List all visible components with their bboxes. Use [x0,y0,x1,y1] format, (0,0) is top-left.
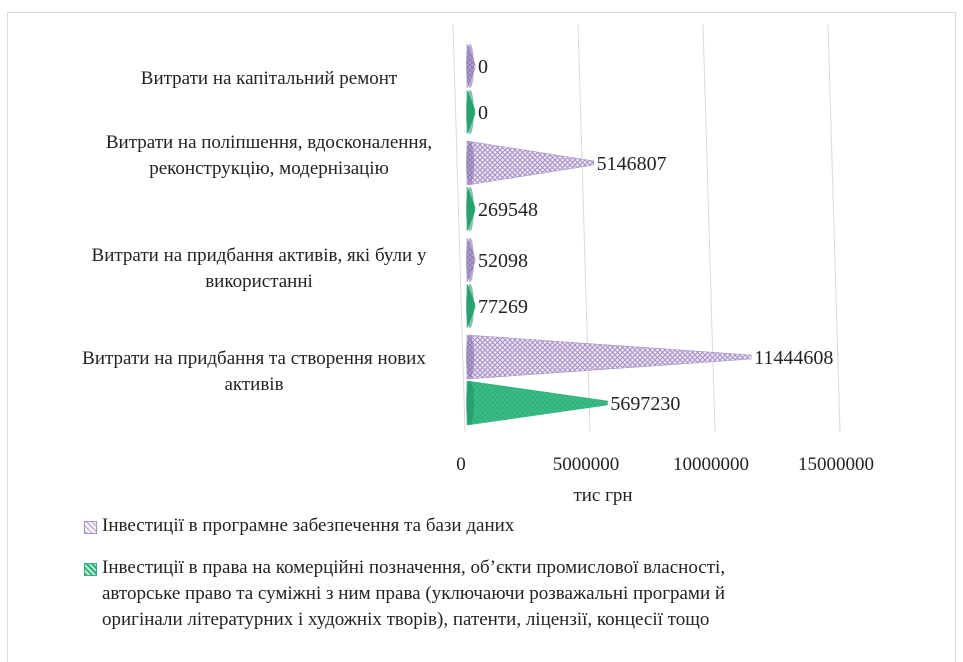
x-tick-label: 5000000 [553,454,620,475]
bar-software [466,140,594,186]
legend-label-software: Інвестиції в програмне забезпечення та б… [102,515,515,536]
data-label: 77269 [478,296,528,318]
bar-base [466,141,474,185]
value-labels: 0 0 5146807 269548 52098 77269 11444608 5697230 [478,56,833,415]
category-label: Витрати на придбання та створення нових … [82,348,426,395]
bar-software [466,334,752,380]
category-label: Витрати на поліпшення, вдосконалення, ре… [105,132,433,179]
x-axis-title: тис грн [573,485,632,506]
x-tick-label: 10000000 [673,454,749,475]
bar-base [466,238,474,282]
bar-base [466,187,474,231]
legend: Інвестиції в програмне забезпечення та б… [84,513,782,649]
bars [466,43,752,426]
bar-base [466,335,474,379]
data-label: 0 [478,102,488,124]
bar-base [466,284,474,328]
data-label: 11444608 [754,347,833,369]
x-tick-label: 0 [456,454,466,475]
data-label: 5697230 [610,393,680,415]
data-label: 52098 [478,250,528,272]
category-label: Витрати на капітальний ремонт [140,68,398,89]
gridline [827,23,841,433]
chart-frame [7,12,956,662]
data-label: 0 [478,56,488,78]
legend-item-rights: Інвестиції в права на комерційні позначе… [84,555,782,633]
x-tick-label: 15000000 [798,454,874,475]
legend-item-software: Інвестиції в програмне забезпечення та б… [84,513,782,539]
bar-base [466,381,474,425]
data-label: 269548 [478,199,538,221]
bar-base [466,90,474,134]
gridline [452,23,466,433]
bar-rights [466,380,608,426]
data-label: 5146807 [597,153,667,175]
bar-base [466,44,474,88]
legend-marker-rights [84,563,97,576]
category-label: Витрати на придбання активів, які були у… [91,245,427,292]
legend-label-rights: Інвестиції в права на комерційні позначе… [102,557,726,630]
legend-marker-software [84,521,97,534]
x-tick-labels: 0 5000000 10000000 15000000 [456,454,874,475]
gridline [702,23,716,433]
